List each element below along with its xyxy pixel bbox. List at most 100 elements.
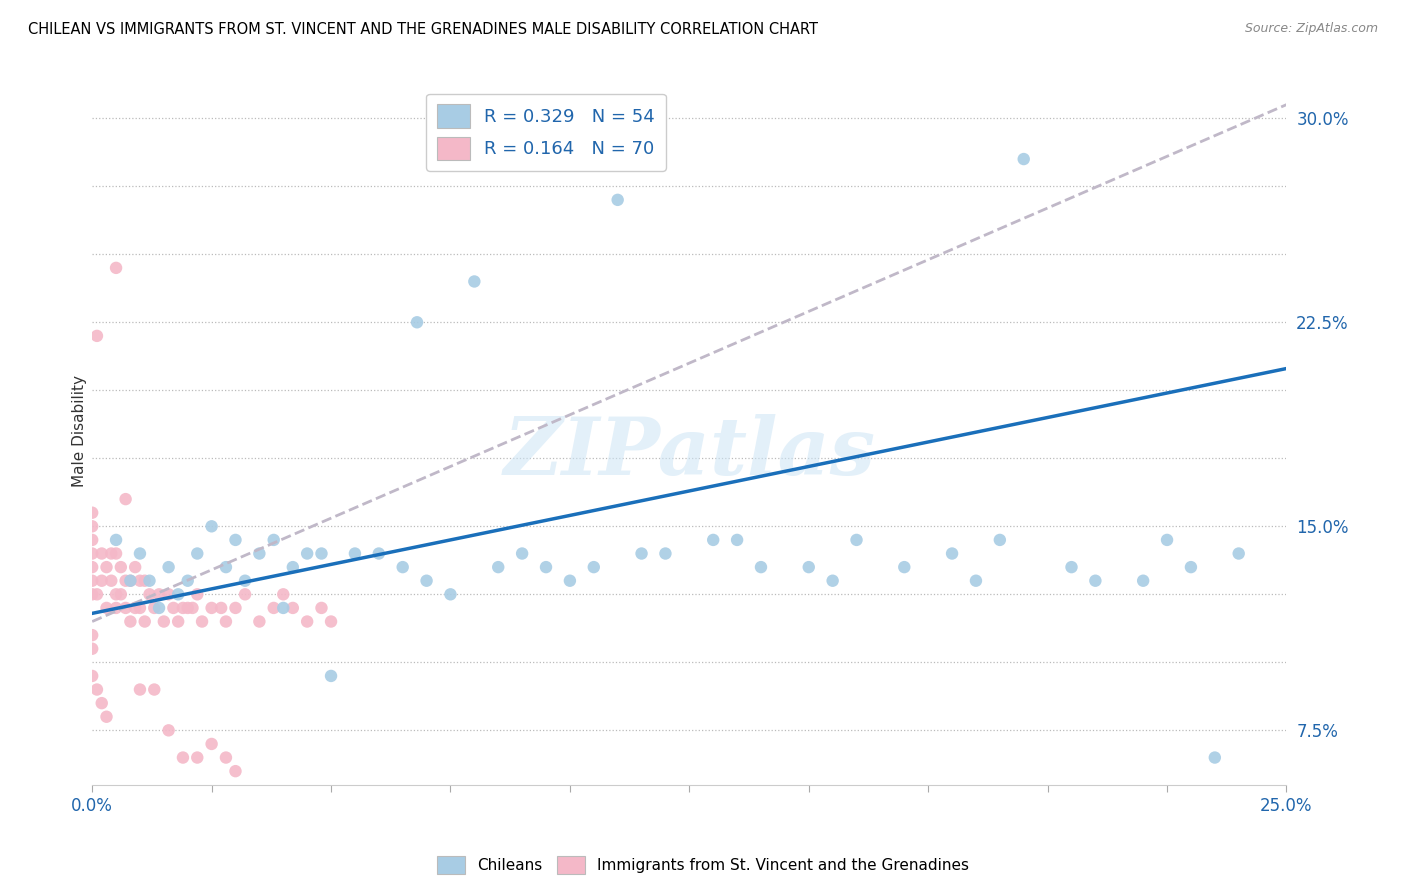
Point [510,547,533,561]
Point [311,547,333,561]
Point [845,533,868,547]
Text: CHILEAN VS IMMIGRANTS FROM ST. VINCENT AND THE GRENADINES MALE DISABILITY CORREL: CHILEAN VS IMMIGRANTS FROM ST. VINCENT A… [28,22,818,37]
Point [534,560,557,574]
Point [439,587,461,601]
Point [215,615,238,629]
Point [1251,805,1274,819]
Point [702,533,724,547]
Point [367,547,389,561]
Point [124,560,146,574]
Point [224,764,246,779]
Point [82,669,104,683]
Point [129,547,152,561]
Point [143,601,166,615]
Point [415,574,437,588]
Point [186,587,208,601]
Point [177,601,200,615]
Point [129,601,152,615]
Point [162,601,184,615]
Point [82,641,104,656]
Point [749,560,772,574]
Point [821,574,844,588]
Point [157,560,180,574]
Point [124,601,146,615]
Point [233,587,256,601]
Point [172,601,194,615]
Point [463,275,485,289]
Point [96,601,118,615]
Point [630,547,652,561]
Point [209,601,232,615]
Point [143,682,166,697]
Point [582,560,605,574]
Text: Source: ZipAtlas.com: Source: ZipAtlas.com [1244,22,1378,36]
Point [224,533,246,547]
Point [406,315,429,329]
Point [129,682,152,697]
Point [311,601,333,615]
Point [263,601,285,615]
Point [988,533,1011,547]
Point [120,615,142,629]
Point [105,260,128,275]
Point [86,329,108,343]
Point [941,547,963,561]
Point [129,574,152,588]
Point [271,601,294,615]
Point [110,560,132,574]
Point [100,547,122,561]
Point [172,750,194,764]
Point [86,682,108,697]
Point [82,533,104,547]
Point [1156,533,1178,547]
Point [201,737,224,751]
Point [148,587,170,601]
Point [110,587,132,601]
Point [1180,560,1202,574]
Point [114,574,136,588]
Point [82,506,104,520]
Point [90,574,112,588]
Point [1060,560,1083,574]
Point [153,615,176,629]
Point [105,533,128,547]
Point [215,750,238,764]
Point [281,560,304,574]
Point [191,615,214,629]
Legend: R = 0.329   N = 54, R = 0.164   N = 70: R = 0.329 N = 54, R = 0.164 N = 70 [426,94,665,170]
Point [120,574,142,588]
Point [82,628,104,642]
Point [391,560,413,574]
Point [263,533,285,547]
Point [201,519,224,533]
Point [319,669,342,683]
Point [177,574,200,588]
Point [82,587,104,601]
Point [295,547,318,561]
Point [224,601,246,615]
Point [271,587,294,601]
Point [281,601,304,615]
Y-axis label: Male Disability: Male Disability [72,376,87,487]
Point [201,601,224,615]
Point [606,193,628,207]
Point [215,560,238,574]
Point [247,615,270,629]
Point [105,587,128,601]
Point [96,560,118,574]
Point [86,587,108,601]
Point [82,560,104,574]
Point [114,601,136,615]
Point [1012,152,1035,166]
Point [157,723,180,738]
Point [233,574,256,588]
Point [1084,574,1107,588]
Point [138,574,160,588]
Point [100,574,122,588]
Point [90,547,112,561]
Point [1132,574,1154,588]
Point [105,547,128,561]
Point [96,710,118,724]
Point [114,492,136,507]
Point [797,560,820,574]
